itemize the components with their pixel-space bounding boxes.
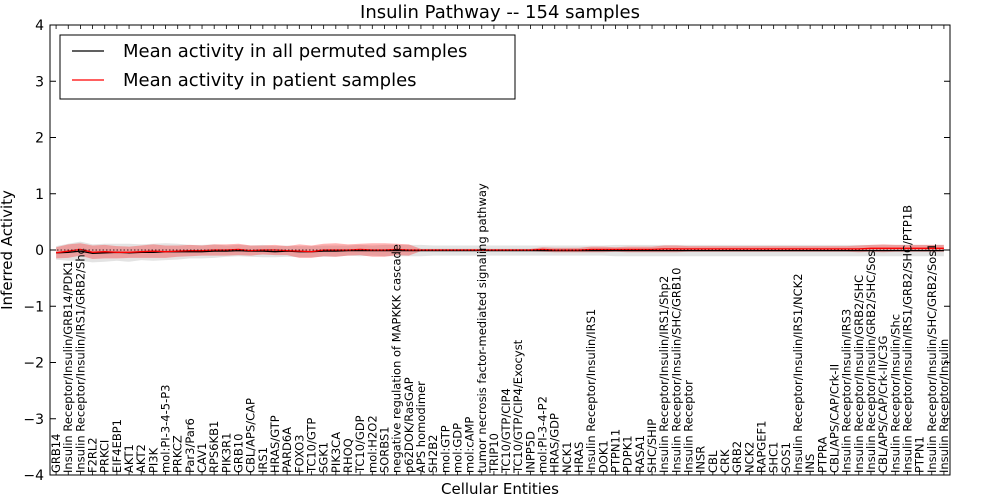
x-category-label: CRK [718, 449, 732, 473]
x-category-label: EIF4EBP1 [110, 419, 124, 473]
x-category-label: Insulin Receptor/Insulin/GRB2/SHC/Sos [864, 251, 878, 473]
x-category-label: SOS1 [779, 442, 793, 473]
x-category-label: INSR [694, 446, 708, 473]
y-axis-label: Inferred Activity [0, 190, 16, 310]
x-category-label: Insulin Receptor/Insulin/IRS1/GRB2/Shc [73, 248, 87, 473]
x-category-label: RHOQ [341, 438, 355, 473]
legend-box [59, 34, 516, 100]
x-category-label: SORBS1 [378, 426, 392, 473]
x-category-label: GRB14 [49, 434, 63, 473]
y-tick-label: 0 [35, 243, 44, 259]
x-category-label: Insulin Receptor/Insulin/IRS1/GRB2/SHC/P… [900, 205, 914, 473]
x-category-label: SGK1 [317, 442, 331, 473]
y-tick-label: 4 [35, 18, 44, 34]
x-category-label: TC10/GDP [353, 415, 367, 474]
x-category-label: HRAS/GTP [268, 415, 282, 473]
x-category-label: RAPGEF1 [755, 421, 769, 473]
x-category-label: mol:H2O2 [365, 415, 379, 473]
x-category-label: APS homodimer [414, 381, 428, 473]
x-category-label: CBL [706, 450, 720, 473]
x-category-label: mol:cAMP [463, 417, 477, 473]
band-permuted [56, 241, 944, 263]
x-category-label: IRS1 [256, 447, 270, 473]
x-category-label: RPS6KB1 [207, 421, 221, 473]
x-category-label: NCK2 [742, 441, 756, 473]
x-category-label: mol:PI-3-4-5-P3 [159, 385, 173, 473]
y-tick-label: −1 [23, 299, 44, 315]
x-category-label: F2RL2 [86, 437, 100, 473]
y-tick-label: −2 [23, 356, 44, 372]
x-category-label: HRAS/GDP [548, 413, 562, 473]
series-lines [56, 247, 944, 255]
x-category-label: Insulin Receptor/Insulin/IRS1/Shp2 [657, 276, 671, 473]
x-category-label: mol:PI-3-4-P2 [536, 396, 550, 473]
x-category-label: Insulin Receptor/Insulin [937, 339, 951, 473]
series-line-patient [56, 247, 944, 254]
x-category-label: p62DOK/RasGAP [402, 377, 416, 473]
legend-label-patient: Mean activity in patient samples [123, 70, 417, 91]
legend: Mean activity in all permuted samples Me… [59, 34, 516, 100]
y-tick-label: 1 [35, 187, 44, 203]
x-category-label: PDPK1 [621, 435, 635, 473]
x-category-label: tumor necrosis factor-mediated signaling… [475, 183, 489, 473]
x-category-label: CBL/APS/CAP/Crk-II/C3G [876, 336, 890, 473]
x-category-label: PARD6A [280, 427, 294, 473]
x-category-label: GRB2 [730, 441, 744, 473]
legend-label-permuted: Mean activity in all permuted samples [123, 41, 467, 62]
x-category-label: GRB10 [232, 434, 246, 473]
x-category-label: Insulin Receptor/Insulin/Shc [888, 314, 902, 473]
x-category-label: PIK3R1 [219, 433, 233, 474]
x-category-label: NCK1 [560, 442, 574, 474]
x-category-label: SHC/SHIP [645, 419, 659, 473]
x-category-label: Insulin Receptor/Insulin/SHC/GRB2/Sos1 [925, 243, 939, 473]
x-category-label: mol:GTP [438, 425, 452, 473]
x-category-label: PTPN1 [913, 436, 927, 473]
x-category-label: Insulin Receptor/Insulin/GRB2/SHC [852, 275, 866, 473]
x-category-label: Par3/Par6 [183, 418, 197, 473]
x-category-label: CBL/APS/CAP [244, 398, 258, 473]
x-category-label: Insulin Receptor/Insulin/GRB14/PDK1 [61, 261, 75, 473]
x-category-label: negative regulation of MAPKKK cascade [390, 244, 404, 473]
x-category-label: Insulin Receptor/Insulin/IRS1 [584, 309, 598, 473]
x-category-label: HRAS [572, 442, 586, 473]
x-axis-label: Cellular Entities [441, 480, 559, 498]
y-tick-label: −3 [23, 412, 44, 428]
y-tick-label: −4 [23, 468, 44, 484]
x-category-label: PTPN11 [609, 429, 623, 473]
x-category-label: PI3K [146, 447, 160, 473]
x-category-label: PIK3CA [329, 432, 343, 473]
x-category-label: PTPRA [815, 437, 829, 473]
chart-title: Insulin Pathway -- 154 samples [360, 2, 640, 23]
x-category-label: AKT1 [122, 444, 136, 473]
x-axis-ticks [55, 25, 945, 475]
x-category-label: TRIP10 [487, 433, 501, 474]
x-category-label: TC10/GTP/CIP4 [499, 388, 513, 474]
x-category-label: DOK1 [596, 440, 610, 473]
x-category-label: SHC1 [767, 442, 781, 473]
y-tick-label: 2 [35, 131, 44, 147]
x-category-label: TC10/GTP/CIP4/Exocyst [511, 339, 525, 474]
x-category-label: Insulin Receptor [682, 380, 696, 473]
x-category-label: mol:GDP [450, 423, 464, 473]
y-tick-label: 3 [35, 74, 44, 90]
x-category-label: AKT2 [134, 444, 148, 473]
x-category-label: PRKCZ [171, 435, 185, 473]
y-axis-ticks: 4 3 2 1 0 −1 −2 −3 −4 [23, 18, 950, 484]
x-category-label: Insulin Receptor/Insulin/SHC/GRB10 [669, 268, 683, 473]
x-category-label: CBL/APS/CAP/Crk-II [828, 364, 842, 473]
x-category-label: CAV1 [195, 443, 209, 473]
x-category-label: Insulin Receptor/Insulin/IRS1/NCK2 [791, 273, 805, 473]
band-patient [56, 243, 944, 259]
x-category-label: INPP5D [523, 431, 537, 473]
x-category-label: PRKCI [98, 440, 112, 473]
confidence-bands [56, 241, 944, 263]
x-category-label: TC10/GTP [305, 418, 319, 474]
x-category-label: INS [803, 454, 817, 473]
x-category-label: RASA1 [633, 435, 647, 473]
x-category-label: Insulin Receptor/Insulin/IRS3 [840, 309, 854, 473]
x-category-label: SH2B2 [426, 435, 440, 473]
x-category-label: FOXO3 [292, 435, 306, 473]
